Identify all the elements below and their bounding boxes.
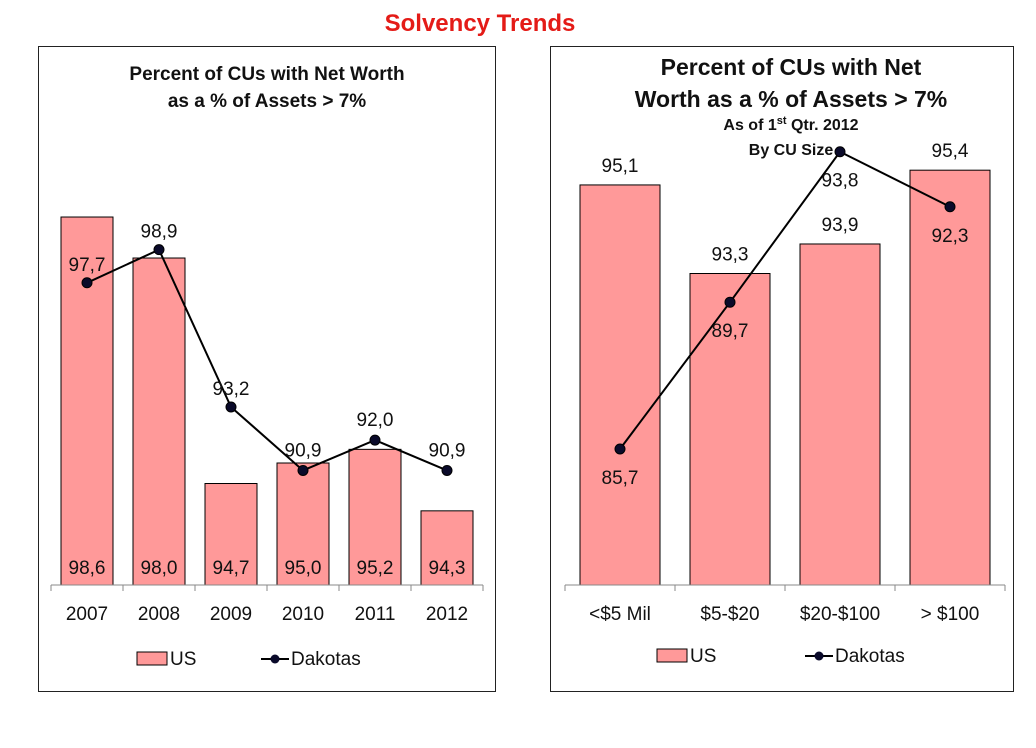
dakotas-marker (614, 443, 626, 455)
x-tick-label: $5-$20 (700, 604, 759, 625)
dakotas-marker (724, 296, 736, 308)
us-data-label: 95,0 (285, 558, 322, 579)
dakotas-data-label: 92,0 (357, 410, 394, 431)
chart-panel-by-year: Percent of CUs with Net Worth as a % of A… (38, 46, 496, 692)
chart-by-cu-size: Percent of CUs with Net Worth as a % of A… (564, 54, 1006, 667)
us-data-label: 94,3 (429, 558, 466, 579)
chart-title-line: as a % of Assets > 7% (168, 91, 366, 112)
legend-dakotas-label: Dakotas (835, 646, 905, 667)
us-bar (689, 273, 771, 586)
page-title: Solvency Trends (384, 10, 576, 37)
us-bar (909, 169, 991, 586)
x-tick-label: 2009 (210, 604, 252, 625)
chart-panel-by-size: Percent of CUs with Net Worth as a % of A… (550, 46, 1014, 692)
us-data-label: 93,9 (822, 215, 859, 236)
x-tick-label: <$5 Mil (589, 604, 651, 625)
dakotas-line (619, 150, 951, 450)
dakotas-data-label: 93,8 (822, 171, 859, 192)
dakotas-data-label: 92,3 (932, 226, 969, 247)
x-tick-label: 2011 (355, 604, 396, 625)
dakotas-marker (81, 277, 93, 289)
dakotas-marker (441, 464, 453, 476)
legend-us-swatch (136, 651, 168, 666)
dakotas-line (86, 248, 448, 472)
us-bar (579, 184, 661, 586)
chart-title-line: Worth as a % of Assets > 7% (635, 86, 948, 112)
us-bar (348, 448, 402, 586)
legend-us-swatch (656, 648, 688, 663)
us-data-label: 95,1 (602, 156, 639, 177)
us-bar (276, 462, 330, 586)
us-data-label: 93,3 (712, 245, 749, 266)
us-data-label: 98,6 (69, 558, 106, 579)
legend-dakotas-label: Dakotas (291, 649, 361, 670)
x-tick-label: 2007 (66, 604, 108, 625)
chart-by-year: Percent of CUs with Net Worth as a % of A… (50, 64, 484, 670)
chart-title-line: Percent of CUs with Net Worth (129, 64, 404, 85)
x-tick-label: > $100 (921, 604, 980, 625)
dakotas-data-label: 93,2 (213, 379, 250, 400)
legend-us-label: US (170, 649, 196, 670)
us-data-label: 95,2 (357, 558, 394, 579)
dakotas-marker (834, 146, 846, 158)
dakotas-data-label: 98,9 (141, 222, 178, 243)
chart-title-line: Percent of CUs with Net (661, 54, 922, 80)
legend-us-label: US (690, 646, 716, 667)
us-bar (132, 257, 186, 586)
legend-dakotas-marker (814, 651, 824, 661)
dakotas-data-label: 90,9 (285, 440, 322, 461)
us-data-label: 98,0 (141, 558, 178, 579)
dakotas-data-label: 89,7 (712, 321, 749, 342)
dakotas-marker (944, 201, 956, 213)
dakotas-data-label: 90,9 (429, 440, 466, 461)
dakotas-marker (225, 401, 237, 413)
x-tick-label: 2010 (282, 604, 324, 625)
dakotas-data-label: 97,7 (69, 255, 106, 276)
us-data-label: 95,4 (932, 141, 969, 162)
x-tick-label: $20-$100 (800, 604, 880, 625)
dakotas-marker (153, 244, 165, 256)
us-data-label: 94,7 (213, 558, 250, 579)
legend-dakotas-marker (270, 654, 280, 664)
dakotas-marker (297, 464, 309, 476)
us-bar (204, 483, 258, 586)
x-tick-label: 2012 (426, 604, 468, 625)
chart-subtitle: As of 1st Qtr. 2012 (723, 115, 858, 134)
chart-subtitle-2: By CU Size (749, 142, 834, 159)
x-tick-label: 2008 (138, 604, 180, 625)
dakotas-marker (369, 434, 381, 446)
us-bar (799, 243, 881, 586)
dakotas-data-label: 85,7 (602, 468, 639, 489)
